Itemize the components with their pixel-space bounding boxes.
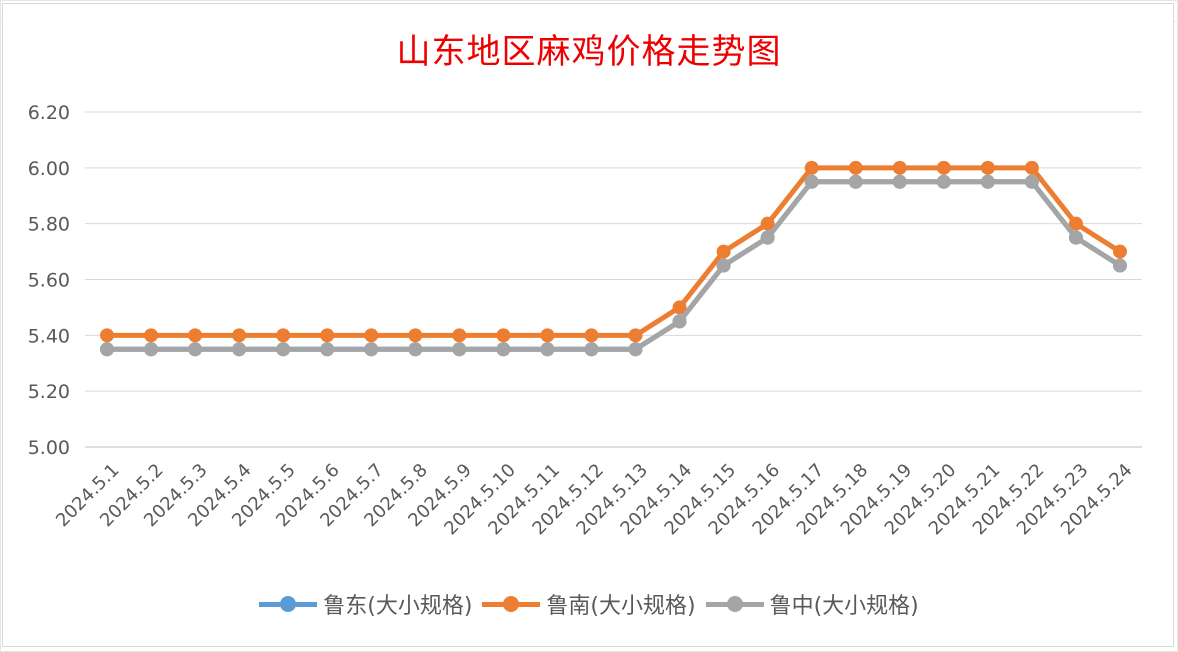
data-point <box>452 342 467 357</box>
data-point <box>716 244 731 259</box>
series-line <box>104 179 1123 352</box>
legend: 鲁东(大小规格) 鲁南(大小规格) 鲁中(大小规格) <box>0 588 1178 620</box>
data-point <box>760 216 775 231</box>
y-tick-label: 5.40 <box>28 325 70 347</box>
series-line <box>104 165 1123 338</box>
data-point <box>100 342 115 357</box>
series-1 <box>100 174 1127 357</box>
series-3 <box>100 174 1127 357</box>
data-point <box>848 160 863 175</box>
legend-item[interactable]: 鲁东(大小规格) <box>259 588 472 620</box>
data-point <box>980 174 995 189</box>
data-point <box>144 328 159 343</box>
data-point <box>892 160 907 175</box>
data-point <box>584 328 599 343</box>
data-point <box>760 230 775 245</box>
y-tick-label: 5.80 <box>28 214 70 236</box>
data-point <box>628 342 643 357</box>
y-tick-label: 6.00 <box>28 158 70 180</box>
data-point <box>584 342 599 357</box>
data-point <box>144 342 159 357</box>
data-point <box>232 328 247 343</box>
data-point <box>188 328 203 343</box>
y-tick-label: 5.00 <box>28 437 70 459</box>
y-tick-label: 5.60 <box>28 270 70 292</box>
y-tick-label: 6.20 <box>28 102 70 124</box>
data-point <box>1068 216 1083 231</box>
chart-title: 山东地区麻鸡价格走势图 <box>396 32 782 72</box>
data-point <box>1024 160 1039 175</box>
data-point <box>1112 244 1127 259</box>
y-tick-label: 5.20 <box>28 381 70 403</box>
data-point <box>540 342 555 357</box>
data-point <box>408 328 423 343</box>
data-point <box>848 174 863 189</box>
data-point <box>320 328 335 343</box>
data-point <box>1112 258 1127 273</box>
data-point <box>716 258 731 273</box>
legend-line-marker-icon <box>705 594 764 614</box>
legend-line-marker-icon <box>259 594 318 614</box>
data-point <box>320 342 335 357</box>
legend-label: 鲁中(大小规格) <box>769 594 919 619</box>
data-point <box>804 174 819 189</box>
data-point <box>936 174 951 189</box>
data-point <box>936 160 951 175</box>
series-2 <box>100 160 1127 343</box>
data-point <box>188 342 203 357</box>
data-point <box>672 314 687 329</box>
data-point <box>496 328 511 343</box>
legend-item[interactable]: 鲁南(大小规格) <box>482 588 696 620</box>
legend-label: 鲁南(大小规格) <box>546 594 696 619</box>
data-point <box>364 342 379 357</box>
data-point <box>276 342 291 357</box>
data-point <box>540 328 555 343</box>
data-point <box>496 342 511 357</box>
data-point <box>804 160 819 175</box>
data-point <box>628 328 643 343</box>
data-point <box>408 342 423 357</box>
legend-line-marker-icon <box>482 594 541 614</box>
data-point <box>276 328 291 343</box>
data-point <box>452 328 467 343</box>
data-point <box>1068 230 1083 245</box>
data-point <box>1024 174 1039 189</box>
data-point <box>672 300 687 315</box>
series-line <box>104 179 1123 352</box>
data-point <box>364 328 379 343</box>
data-point <box>100 328 115 343</box>
data-point <box>232 342 247 357</box>
chart-area[interactable] <box>2 3 1174 647</box>
legend-item[interactable]: 鲁中(大小规格) <box>705 588 919 620</box>
legend-label: 鲁东(大小规格) <box>323 594 473 619</box>
data-point <box>980 160 995 175</box>
data-point <box>892 174 907 189</box>
